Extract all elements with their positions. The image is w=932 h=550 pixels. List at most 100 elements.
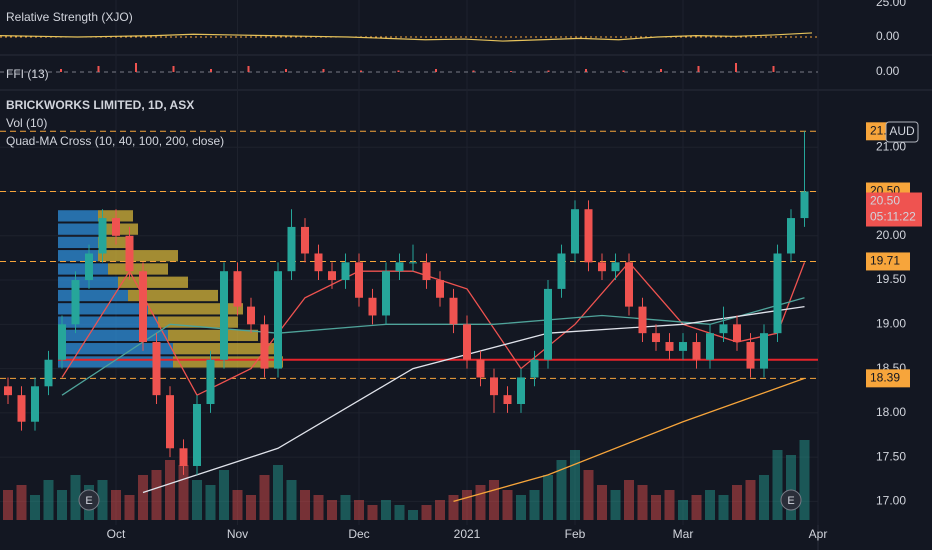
ffi-bar xyxy=(510,71,512,72)
volume-bar xyxy=(462,490,472,520)
profile-down xyxy=(103,223,138,235)
candle-body xyxy=(274,271,282,369)
candle-body xyxy=(328,271,336,281)
volume-bar xyxy=(529,490,540,520)
candle-body xyxy=(44,359,53,387)
candle-body xyxy=(517,377,525,405)
volume-bar xyxy=(421,505,432,520)
volume-bar xyxy=(691,495,702,520)
x-tick-label: Oct xyxy=(107,527,126,541)
candle-body xyxy=(139,271,147,343)
ffi-bar xyxy=(172,66,175,72)
rs-label: Relative Strength (XJO) xyxy=(6,10,133,24)
level-label: 18.39 xyxy=(870,371,900,385)
countdown: 05:11:22 xyxy=(870,210,916,224)
rs-tick-label: 25.00 xyxy=(876,0,906,9)
volume-bar xyxy=(43,480,54,520)
y-tick-label: 17.50 xyxy=(876,449,906,463)
candle-body xyxy=(71,280,80,325)
candle-body xyxy=(341,262,350,281)
volume-bar xyxy=(178,465,189,520)
candle-body xyxy=(206,359,215,405)
last-price: 20.50 xyxy=(870,194,900,208)
ffi-bar xyxy=(585,69,587,72)
volume-bar xyxy=(192,480,202,520)
ffi-bar xyxy=(772,66,775,72)
currency-box[interactable] xyxy=(885,121,919,143)
volume-bar xyxy=(732,485,742,520)
earnings-marker xyxy=(780,489,802,511)
volume-bar xyxy=(705,490,715,520)
volume-bar xyxy=(30,495,40,520)
volume-bar xyxy=(448,495,459,520)
profile-up xyxy=(58,356,173,368)
chart-title: BRICKWORKS LIMITED, 1D, ASX xyxy=(6,98,194,112)
profile-down xyxy=(173,356,283,368)
candle-body xyxy=(652,333,660,343)
candle-body xyxy=(247,306,255,325)
candle-body xyxy=(665,342,674,351)
candle-body xyxy=(152,342,161,396)
volume-bar xyxy=(772,450,783,520)
candle-body xyxy=(733,324,741,343)
profile-down xyxy=(118,276,188,288)
candle-body xyxy=(490,377,498,396)
volume-bar xyxy=(219,470,229,520)
volume-bar xyxy=(340,495,351,520)
ffi-bar xyxy=(735,63,737,72)
volume-bar xyxy=(273,465,283,520)
level-label: 19.71 xyxy=(870,254,900,268)
ffi-label: FFI (13) xyxy=(6,67,49,81)
volume-bar xyxy=(489,480,499,520)
volume-bar xyxy=(718,495,729,520)
profile-down xyxy=(128,289,218,302)
rs-line xyxy=(0,32,813,42)
profile-up xyxy=(58,303,148,315)
volume-bar xyxy=(543,475,553,520)
volume-bar xyxy=(502,490,513,520)
ffi-bar xyxy=(285,69,287,72)
candle-body xyxy=(112,218,120,236)
y-tick-label: 21.00 xyxy=(876,139,906,153)
ffi-bar xyxy=(397,70,400,72)
candle-body xyxy=(260,324,269,369)
profile-down xyxy=(98,250,178,262)
profile-up xyxy=(58,263,108,275)
volume-bar xyxy=(394,505,405,520)
x-tick-label: Mar xyxy=(673,527,694,541)
ffi-bar xyxy=(472,70,475,72)
ffi-bar xyxy=(622,70,625,72)
volume-bar xyxy=(97,480,108,520)
indicator-label: Vol (10) xyxy=(6,116,47,130)
candle-body xyxy=(719,324,728,334)
candle-body xyxy=(557,253,566,289)
candle-body xyxy=(773,253,782,334)
candle-body xyxy=(395,262,404,272)
volume-bar xyxy=(124,495,135,520)
candle-body xyxy=(692,342,701,360)
currency[interactable]: AUD xyxy=(889,124,915,138)
candle-body xyxy=(746,342,755,369)
ffi-bar xyxy=(135,63,137,72)
candle-body xyxy=(233,271,242,307)
candle-body xyxy=(436,280,444,298)
candle-body xyxy=(638,306,647,334)
y-tick-label: 18.00 xyxy=(876,405,906,419)
profile-up xyxy=(58,210,98,222)
profile-up xyxy=(58,289,128,302)
candle-body xyxy=(760,333,768,369)
ffi-bar xyxy=(360,70,362,72)
candle-body xyxy=(355,262,363,298)
x-tick-label: Dec xyxy=(348,527,369,541)
earnings-label: E xyxy=(787,495,794,507)
candle-body xyxy=(611,262,620,272)
profile-down xyxy=(158,316,238,328)
candle-body xyxy=(706,333,714,360)
candle-body xyxy=(382,271,390,316)
profile-up xyxy=(58,316,158,328)
candle-body xyxy=(85,253,93,281)
moving-average xyxy=(61,261,806,397)
profile-down xyxy=(108,263,168,275)
volume-bar xyxy=(516,495,526,520)
candle-body xyxy=(800,191,809,219)
